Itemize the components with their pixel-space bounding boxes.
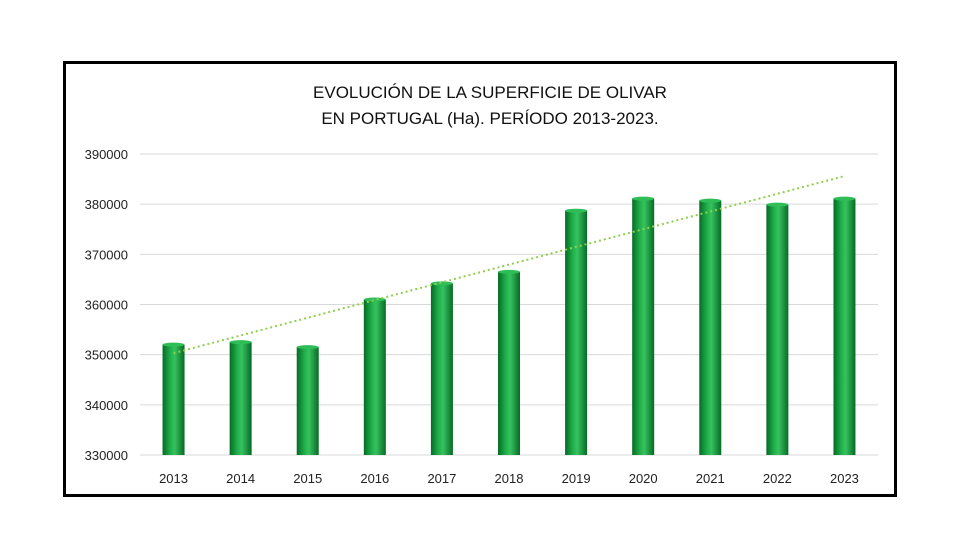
bar-cap	[430, 281, 453, 286]
bar-2013	[162, 344, 185, 455]
chart-title-line-1: EVOLUCIÓN DE LA SUPERFICIE DE OLIVAR	[313, 83, 667, 102]
x-tick-label: 2021	[696, 471, 725, 486]
bar-2022	[766, 204, 789, 455]
bar-2017	[430, 283, 453, 455]
y-tick-label: 360000	[85, 298, 128, 313]
x-tick-label: 2015	[293, 471, 322, 486]
bar-2014	[229, 342, 252, 455]
bar-cap	[699, 198, 722, 203]
y-tick-label: 350000	[85, 348, 128, 363]
y-tick-label: 390000	[85, 147, 128, 162]
bar-2016	[363, 299, 386, 455]
y-tick-label: 370000	[85, 247, 128, 262]
y-tick-label: 330000	[85, 448, 128, 463]
bar-cap	[565, 208, 588, 213]
bar-cap	[296, 345, 319, 350]
bar-cap	[363, 297, 386, 302]
x-axis-ticks: 2013 2014 2015 2016 2017 2018 2019 2020 2021 2022…	[159, 471, 859, 486]
trend-line	[173, 175, 845, 355]
trendline	[173, 175, 845, 355]
x-tick-label: 2013	[159, 471, 188, 486]
chart-title-line-2: EN PORTUGAL (Ha). PERÍODO 2013-2023.	[321, 109, 659, 128]
chart-title: EVOLUCIÓN DE LA SUPERFICIE DE OLIVAR EN …	[0, 80, 980, 132]
bar-2015	[296, 347, 319, 455]
bar-2019	[565, 210, 588, 455]
y-tick-label: 340000	[85, 398, 128, 413]
x-tick-label: 2023	[830, 471, 859, 486]
x-tick-label: 2019	[562, 471, 591, 486]
bar-cap	[766, 202, 789, 207]
bar-cap	[632, 196, 655, 201]
bars	[162, 196, 856, 456]
bar-cap	[833, 196, 856, 201]
y-axis-ticks: 330000 340000 350000 360000 370000 380000 3900…	[85, 147, 128, 463]
x-tick-label: 2022	[763, 471, 792, 486]
x-tick-label: 2017	[427, 471, 456, 486]
x-tick-label: 2014	[226, 471, 255, 486]
x-tick-label: 2016	[360, 471, 389, 486]
x-tick-label: 2018	[495, 471, 524, 486]
x-tick-label: 2020	[629, 471, 658, 486]
bar-2020	[632, 198, 655, 456]
chart-frame	[63, 61, 897, 497]
bar-cap	[229, 340, 252, 345]
bar-2023	[833, 198, 856, 456]
bar-cap	[162, 342, 185, 347]
y-tick-label: 380000	[85, 197, 128, 212]
bar-2021	[699, 200, 722, 455]
bar-2018	[498, 271, 520, 455]
bar-cap	[498, 269, 520, 274]
